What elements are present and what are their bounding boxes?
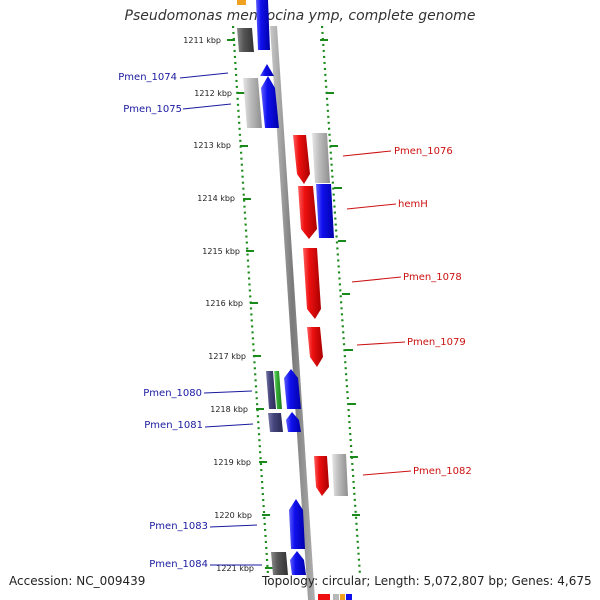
cds-feature-pmen-1083 [289, 499, 305, 549]
map-title: Pseudomonas mendocina ymp, complete geno… [124, 8, 476, 24]
cds-feature-hemh [298, 186, 317, 239]
gene-feature-partial [333, 594, 339, 600]
right-tick-marks [320, 39, 360, 516]
cds-feature-pmen-1081 [286, 412, 301, 432]
leader-line [182, 103, 232, 110]
cds-feature-pmen-1076 [293, 135, 310, 184]
tick-label: 1218 kbp [210, 405, 248, 414]
gene-feature-grey [243, 78, 262, 128]
gene-feature-pmen-1082 [332, 454, 348, 496]
gene-label-pmen-1079: Pmen_1079 [407, 337, 466, 348]
accession-text: Accession: NC_009439 [9, 574, 146, 588]
cds-feature-pmen-1074 [260, 64, 274, 76]
gene-label-pmen-1080: Pmen_1080 [143, 388, 202, 399]
gene-label-pmen-1081: Pmen_1081 [144, 420, 203, 431]
tick-label: 1211 kbp [183, 36, 221, 45]
gene-labels: Pmen_1074 Pmen_1075 Pmen_1076 hemH Pmen_… [118, 72, 471, 570]
tick-label: 1214 kbp [197, 194, 235, 203]
tick-label: 1221 kbp [216, 564, 254, 573]
cds-feature-pmen-1078 [303, 248, 321, 319]
cds-feature-pmen-1079 [307, 327, 323, 367]
tick-label: 1219 kbp [213, 458, 251, 467]
cds-feature-pmen-1074 [256, 0, 270, 50]
tick-marks [227, 39, 273, 569]
gene-label-pmen-1074: Pmen_1074 [118, 72, 177, 83]
gene-label-pmen-1083: Pmen_1083 [149, 521, 208, 532]
cds-feature-pmen-1075 [261, 76, 279, 128]
left-ruler-track [231, 25, 270, 576]
gene-feature-pmen-1076 [312, 133, 330, 183]
leader-line [356, 341, 406, 346]
tick-label: 1217 kbp [208, 352, 246, 361]
tick-label: 1220 kbp [214, 511, 252, 520]
forward-strand-features [237, 0, 306, 575]
right-ruler-track [320, 25, 362, 576]
gene-label-pmen-1084: Pmen_1084 [149, 559, 208, 570]
orange-gene-feature [237, 0, 246, 5]
cds-feature-partial [346, 594, 352, 600]
leader-line [342, 150, 392, 157]
cds-feature-pmen-1082 [314, 456, 329, 496]
leader-line [209, 524, 258, 528]
gene-label-pmen-1075: Pmen_1075 [123, 104, 182, 115]
gene-feature-dark [237, 28, 254, 52]
rna-feature-pmen-1080 [274, 371, 282, 409]
gene-feature-dark [271, 552, 288, 575]
gene-label-pmen-1076: Pmen_1076 [394, 146, 453, 157]
tick-label: 1216 kbp [205, 299, 243, 308]
leader-line [362, 470, 412, 476]
tick-label: 1215 kbp [202, 247, 240, 256]
cds-feature-pmen-1080 [284, 369, 301, 409]
leader-line [351, 276, 402, 283]
orange-gene-feature [340, 594, 345, 600]
tick-label: 1213 kbp [193, 141, 231, 150]
gene-feature-pmen-1080 [266, 371, 276, 409]
leader-line [179, 72, 229, 79]
leader-line [203, 390, 253, 394]
genome-backbone [270, 26, 315, 600]
genome-summary-text: Topology: circular; Length: 5,072,807 bp… [262, 574, 592, 588]
cds-feature-partial [318, 594, 330, 600]
tick-label: 1212 kbp [194, 89, 232, 98]
gene-feature-pmen-1081 [268, 413, 283, 432]
gene-label-hemh: hemH [398, 199, 428, 210]
leader-line [204, 423, 254, 428]
tick-labels: 1211 kbp 1212 kbp 1213 kbp 1214 kbp 1215… [183, 36, 254, 573]
reverse-strand-features [293, 133, 352, 600]
gene-label-pmen-1078: Pmen_1078 [403, 272, 462, 283]
leader-lines [179, 72, 412, 566]
gene-label-pmen-1082: Pmen_1082 [413, 466, 472, 477]
cds-feature-hemh [316, 184, 334, 238]
leader-line [346, 203, 397, 210]
cds-feature-pmen-1084 [290, 551, 306, 575]
